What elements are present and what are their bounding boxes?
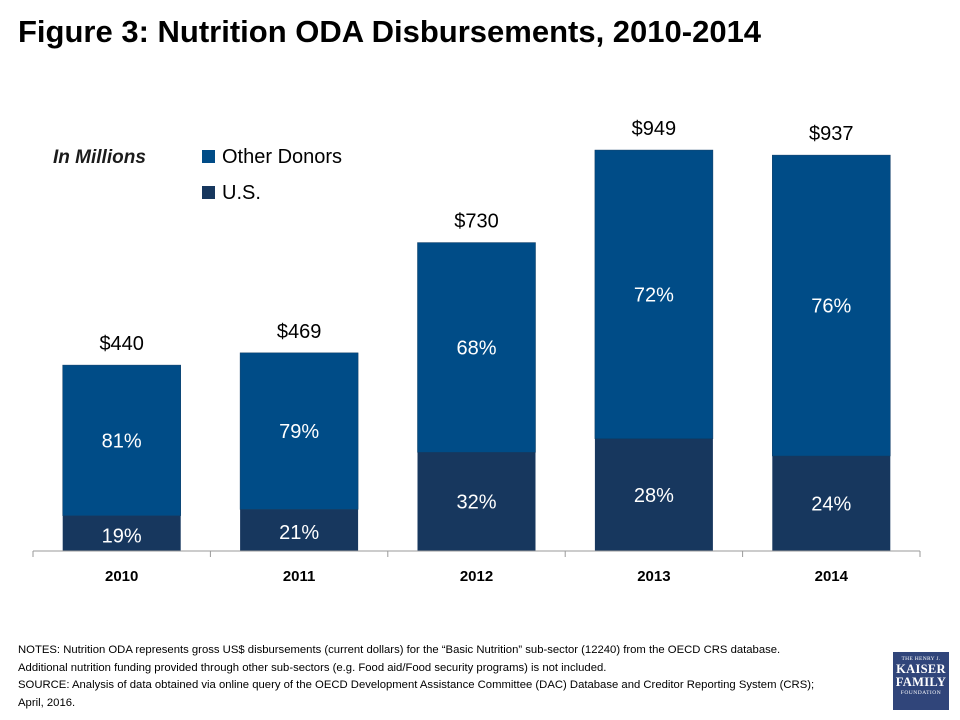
- bar-other-donors-2013: [594, 149, 714, 439]
- x-tick-2011: 2011: [283, 568, 316, 585]
- pct-us-2012: 32%: [456, 492, 496, 514]
- page-title: Figure 3: Nutrition ODA Disbursements, 2…: [18, 14, 762, 49]
- logo-line-1: KAISER: [896, 662, 946, 676]
- bar-other-donors-2010: [62, 364, 181, 516]
- bar-us-2012: [417, 452, 536, 551]
- pct-other-donors-2014: 76%: [811, 296, 851, 318]
- logo-bottom-text: FOUNDATION: [900, 690, 942, 696]
- unit-label: In Millions: [53, 147, 146, 168]
- source-line-2: April, 2016.: [18, 696, 76, 709]
- legend-label-other-donors: Other Donors: [222, 146, 342, 168]
- legend: Other Donors U.S.: [202, 146, 342, 204]
- x-axis-ticks: 2010 2011 2012 2013 2014: [32, 551, 921, 585]
- pct-other-donors-2013: 72%: [634, 284, 674, 306]
- logo-top-text: THE HENRY J.: [901, 656, 941, 662]
- logo-line-2: FAMILY: [895, 675, 947, 689]
- pct-other-donors-2011: 79%: [279, 421, 319, 443]
- x-tick-2012: 2012: [460, 568, 493, 585]
- notes-line-2: Additional nutrition funding provided th…: [18, 661, 607, 674]
- legend-swatch-other-donors: [202, 150, 215, 163]
- notes-line-1: NOTES: Nutrition ODA represents gross US…: [18, 644, 781, 656]
- pct-us-2014: 24%: [811, 493, 851, 515]
- bar-other-donors-2012: [417, 242, 536, 453]
- notes: NOTES: Nutrition ODA represents gross US…: [18, 642, 878, 712]
- pct-us-2011: 21%: [279, 522, 319, 544]
- x-tick-2014: 2014: [815, 568, 849, 585]
- bar-other-donors-2011: [239, 352, 359, 510]
- bar-us-2013: [594, 438, 713, 551]
- total-label-2012: $730: [454, 211, 499, 233]
- pct-other-donors-2010: 81%: [102, 430, 142, 452]
- labels-group: $440 81% 19% $469 79% 21% $730 68% 32% $949 72% 28%…: [99, 118, 853, 547]
- bar-other-donors-2014: [772, 154, 891, 457]
- x-tick-2010: 2010: [105, 568, 138, 585]
- pct-us-2010: 19%: [102, 525, 142, 547]
- legend-swatch-us: [202, 186, 215, 199]
- total-label-2010: $440: [99, 333, 144, 355]
- x-tick-2013: 2013: [637, 568, 670, 585]
- legend-label-us: U.S.: [222, 182, 261, 204]
- total-label-2014: $937: [809, 123, 854, 145]
- source-line-1: SOURCE: Analysis of data obtained via on…: [18, 679, 815, 691]
- pct-other-donors-2012: 68%: [456, 337, 496, 359]
- total-label-2013: $949: [632, 118, 677, 140]
- bar-us-2011: [240, 509, 359, 551]
- pct-us-2013: 28%: [634, 485, 674, 507]
- bar-us-2010: [62, 515, 181, 551]
- bar-us-2014: [772, 455, 891, 551]
- total-label-2011: $469: [277, 321, 322, 343]
- bars-group: [62, 149, 891, 551]
- kff-logo: THE HENRY J. KAISER FAMILY FOUNDATION: [893, 652, 949, 710]
